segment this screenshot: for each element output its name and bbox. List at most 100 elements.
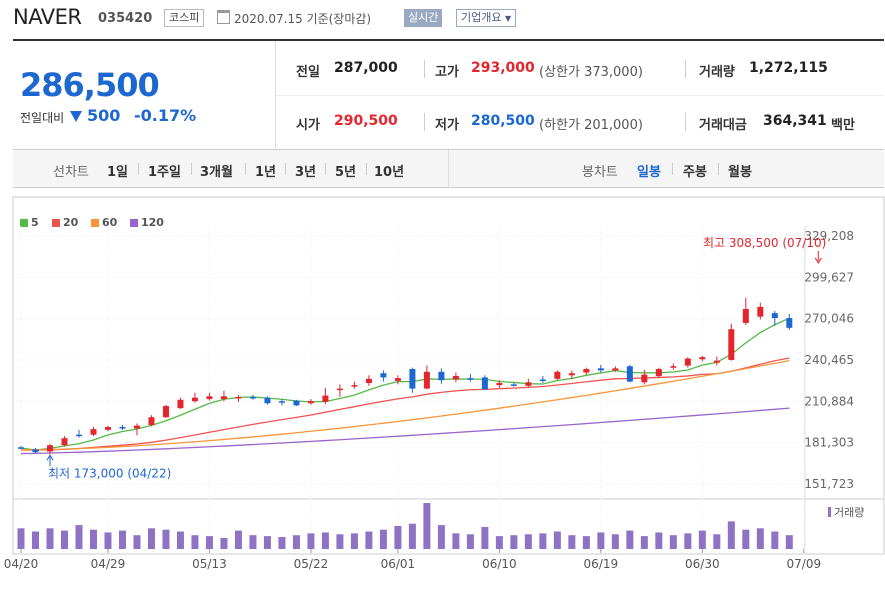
- volume-bar: [176, 531, 184, 549]
- min-price-annotation: 최저 173,000 (04/22): [48, 466, 171, 480]
- tab-1y[interactable]: 1년: [255, 165, 277, 180]
- volume-bar: [278, 537, 286, 549]
- prev-compare-label: 전일대비: [20, 111, 65, 125]
- volume-bar: [698, 530, 706, 549]
- volume-bar: [147, 528, 155, 549]
- high-value: 293,000: [471, 60, 535, 76]
- volume-bar: [408, 523, 416, 549]
- volume-bar: [771, 531, 779, 549]
- candle-body: [365, 378, 372, 384]
- candle-body: [539, 379, 546, 382]
- y-tick-label: 181,303: [804, 436, 854, 450]
- candle-body: [641, 374, 648, 383]
- volume-bar: [118, 530, 126, 549]
- chart-frame: [12, 196, 885, 555]
- stock-code: 035420: [98, 11, 153, 26]
- chevron-down-icon: ▼: [504, 14, 512, 23]
- candle-body: [322, 395, 329, 402]
- tab-monthly[interactable]: 월봉: [728, 165, 752, 180]
- volume-bar: [46, 528, 54, 549]
- tab-3m[interactable]: 3개월: [200, 165, 233, 180]
- divider: [718, 163, 719, 175]
- y-tick-label: 299,627: [804, 270, 854, 284]
- candle-body: [18, 447, 24, 449]
- volume-bar: [336, 534, 344, 549]
- x-tick-label: 06/10: [482, 557, 517, 571]
- volume-bar: [292, 535, 300, 549]
- current-price: 286,500: [20, 66, 160, 104]
- volume-bar: [191, 535, 199, 549]
- max-arrowhead-icon: [814, 257, 822, 264]
- volume-value: 1,272,115: [749, 60, 828, 76]
- company-overview-button[interactable]: 기업개요 ▼: [456, 9, 517, 27]
- low-label: 저가: [435, 118, 459, 133]
- volume-bar: [249, 535, 257, 549]
- tab-3y[interactable]: 3년: [295, 165, 317, 180]
- top-border: [13, 39, 884, 41]
- down-arrow-icon: [70, 111, 82, 122]
- tab-weekly[interactable]: 주봉: [683, 165, 707, 180]
- candle-body: [452, 376, 459, 380]
- volume-bar: [31, 531, 39, 549]
- volume-bar: [713, 534, 721, 549]
- market-badge[interactable]: 코스피: [164, 9, 205, 27]
- candle-body: [467, 378, 474, 380]
- x-tick-label: 04/29: [91, 557, 126, 571]
- volume-bar: [684, 533, 692, 549]
- candle-body: [438, 371, 445, 381]
- divider: [672, 163, 673, 175]
- candle-chart-label: 봉차트: [582, 165, 618, 180]
- divider: [685, 60, 686, 78]
- low-value: 280,500: [471, 113, 535, 129]
- realtime-button[interactable]: 실시간: [404, 9, 443, 27]
- volume-bar: [365, 531, 373, 549]
- tab-daily[interactable]: 일봉: [637, 165, 661, 180]
- tab-1d[interactable]: 1일: [107, 165, 129, 180]
- volume-bar: [162, 529, 170, 549]
- tab-1w[interactable]: 1주일: [148, 165, 181, 180]
- volume-bar: [89, 529, 97, 549]
- volume-bar: [510, 535, 518, 549]
- volume-bar: [75, 525, 83, 549]
- legend-swatch-ma60: [91, 219, 99, 227]
- volume-legend: 거래량: [834, 506, 864, 519]
- divider: [285, 163, 286, 175]
- amount-label: 거래대금: [699, 118, 747, 133]
- candle-body: [177, 399, 184, 409]
- candle-body: [409, 369, 416, 389]
- candle-body: [75, 434, 82, 437]
- candle-body: [510, 384, 517, 386]
- candle-body: [46, 445, 53, 452]
- candle-body: [206, 396, 213, 400]
- y-tick-label: 151,723: [804, 477, 854, 491]
- volume-bar: [205, 536, 213, 549]
- volume-bar: [437, 525, 445, 549]
- divider: [138, 163, 139, 175]
- legend-ma20: 20: [63, 216, 79, 229]
- candle-body: [568, 373, 575, 376]
- divider: [366, 163, 367, 175]
- max-price-annotation: 최고 308,500 (07/10): [703, 236, 826, 250]
- volume-bar: [640, 536, 648, 549]
- tab-10y[interactable]: 10년: [374, 165, 405, 180]
- candle-body: [670, 366, 677, 368]
- min-arrowhead-icon: [46, 454, 54, 461]
- volume-bar: [423, 503, 431, 549]
- ma120-line: [20, 407, 790, 455]
- legend-swatch-ma5: [20, 219, 28, 227]
- divider: [276, 95, 884, 96]
- candle-body: [32, 449, 39, 453]
- divider: [685, 113, 686, 131]
- volume-bar: [582, 536, 590, 549]
- volume-bar: [350, 533, 358, 549]
- candle-body: [133, 425, 140, 429]
- candle-body: [235, 396, 242, 399]
- candle-body: [612, 368, 619, 371]
- volume-bar: [17, 528, 25, 549]
- tab-5y[interactable]: 5년: [335, 165, 357, 180]
- candle-body: [191, 397, 198, 402]
- divider: [191, 163, 192, 175]
- ma20-line: [20, 357, 790, 451]
- volume-bar: [495, 536, 503, 549]
- candle-body: [481, 377, 488, 390]
